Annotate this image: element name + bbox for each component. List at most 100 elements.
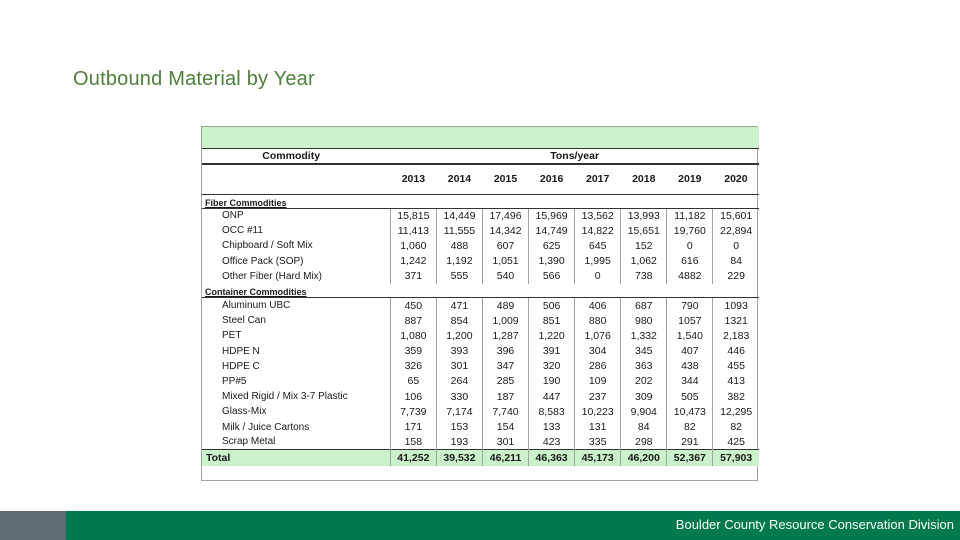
footer-organization-name: Boulder County Resource Conservation Div…: [675, 517, 954, 532]
tonnage-cell: 193: [435, 434, 483, 450]
section-header-spacer: [390, 283, 759, 299]
tonnage-cell: 347: [481, 358, 529, 374]
tonnage-cell: 396: [481, 343, 529, 359]
total-cell: 45,173: [574, 449, 621, 466]
tonnage-cell: 82: [712, 419, 759, 435]
tonnage-cell: 187: [481, 389, 529, 405]
tonnage-cell: 1321: [712, 313, 759, 329]
tonnage-cell: 566: [528, 268, 575, 284]
tonnage-cell: 1,540: [666, 328, 713, 344]
tonnage-cell: 301: [481, 434, 529, 450]
tonnage-cell: 19,760: [666, 223, 713, 239]
tonnage-cell: 14,342: [481, 223, 529, 239]
tonnage-cell: 109: [574, 373, 621, 390]
tonnage-cell: 304: [574, 343, 621, 359]
tonnage-cell: 0: [574, 268, 621, 284]
total-cell: 46,200: [620, 449, 667, 466]
tonnage-cell: 15,969: [528, 207, 575, 224]
tonnage-cell: 450: [389, 297, 437, 314]
tonnage-cell: 84: [712, 253, 759, 269]
total-label: Total: [202, 449, 391, 466]
tonnage-cell: 980: [620, 313, 667, 329]
tonnage-cell: 1,332: [620, 328, 667, 344]
tonnage-cell: 344: [666, 373, 713, 390]
commodity-name: Steel Can: [222, 315, 266, 327]
tonnage-cell: 11,413: [389, 223, 437, 239]
tonnage-cell: 14,749: [528, 223, 575, 239]
tonnage-cell: 10,223: [574, 404, 621, 420]
tonnage-cell: 880: [574, 313, 621, 329]
tonnage-cell: 446: [712, 343, 759, 359]
tonnage-cell: 10,473: [666, 404, 713, 420]
tonnage-cell: 9,904: [620, 404, 667, 420]
tonnage-cell: 471: [435, 297, 483, 314]
tonnage-cell: 14,822: [574, 223, 621, 239]
commodity-name: Chipboard / Soft Mix: [222, 240, 313, 252]
tonnage-cell: 645: [574, 238, 621, 254]
tonnage-cell: 447: [528, 389, 575, 405]
tonnage-cell: 854: [435, 313, 483, 329]
tonnage-cell: 22,894: [712, 223, 759, 239]
tonnage-cell: 423: [528, 434, 575, 450]
tonnage-cell: 0: [712, 238, 759, 254]
commodity-name: OCC #11: [222, 225, 263, 237]
tonnage-cell: 1,390: [528, 253, 575, 269]
tonnage-cell: 65: [389, 373, 437, 390]
tonnage-cell: 154: [481, 419, 529, 435]
tonnage-cell: 555: [435, 268, 483, 284]
total-cell: 41,252: [389, 449, 437, 466]
tonnage-cell: 202: [620, 373, 667, 390]
header-band: [202, 127, 759, 148]
tonnage-cell: 363: [620, 358, 667, 374]
total-row: Total 41,252 39,532 46,211 46,363 45,173 46,20…: [202, 449, 759, 466]
commodity-name: PP#5: [222, 375, 247, 387]
tonnage-cell: 407: [666, 343, 713, 359]
year-header: 2019: [666, 164, 713, 195]
table-row: Other Fiber (Hard Mix) 371 555 540 566 0 738 48…: [202, 268, 759, 284]
tonnage-cell: 237: [574, 389, 621, 405]
year-header: 2020: [712, 164, 759, 195]
tonnage-cell: 1,220: [528, 328, 575, 344]
tonnage-cell: 371: [389, 268, 437, 284]
tonnage-cell: 301: [435, 358, 483, 374]
table-row: ONP 15,815 14,449 17,496 15,969 13,562 13,993 1…: [202, 207, 759, 224]
tonnage-cell: 12,295: [712, 404, 759, 420]
year-header: 2016: [528, 164, 575, 195]
tonnage-cell: 1,009: [481, 313, 529, 329]
tons-per-year-header: Tons/year: [390, 147, 759, 165]
tonnage-cell: 11,182: [666, 207, 713, 224]
tonnage-cell: 4882: [666, 268, 713, 284]
total-cell: 39,532: [435, 449, 483, 466]
tonnage-cell: 158: [389, 434, 437, 450]
tonnage-cell: 153: [435, 419, 483, 435]
tonnage-cell: 406: [574, 297, 621, 314]
tonnage-cell: 488: [435, 238, 483, 254]
tonnage-cell: 506: [528, 297, 575, 314]
tonnage-cell: 505: [666, 389, 713, 405]
commodity-name: Milk / Juice Cartons: [222, 421, 310, 433]
commodity-name: Aluminum UBC: [202, 297, 391, 314]
tonnage-cell: 1,287: [481, 328, 529, 344]
tonnage-cell: 7,739: [389, 404, 437, 420]
tonnage-cell: 15,601: [712, 207, 759, 224]
tonnage-cell: 335: [574, 434, 621, 450]
table-row: HDPE C 326 301 347 320 286 363 438 455: [202, 358, 759, 374]
tonnage-cell: 14,449: [435, 207, 483, 224]
tonnage-cell: 133: [528, 419, 575, 435]
table-row: Milk / Juice Cartons 171 153 154 133 131 84 82 8…: [202, 419, 759, 435]
tonnage-cell: 7,740: [481, 404, 529, 420]
tonnage-cell: 413: [712, 373, 759, 390]
tonnage-cell: 393: [435, 343, 483, 359]
tonnage-cell: 13,562: [574, 207, 621, 224]
tonnage-cell: 84: [620, 419, 667, 435]
tonnage-cell: 359: [389, 343, 437, 359]
tonnage-cell: 131: [574, 419, 621, 435]
tonnage-cell: 851: [528, 313, 575, 329]
header-row: Commodity Tons/year: [202, 147, 759, 165]
tonnage-cell: 286: [574, 358, 621, 374]
table-row: Mixed Rigid / Mix 3-7 Plastic 106 330 187 44…: [202, 389, 759, 405]
tonnage-cell: 391: [528, 343, 575, 359]
tonnage-cell: 425: [712, 434, 759, 450]
tonnage-cell: 625: [528, 238, 575, 254]
commodity-name: Office Pack (SOP): [222, 255, 304, 267]
